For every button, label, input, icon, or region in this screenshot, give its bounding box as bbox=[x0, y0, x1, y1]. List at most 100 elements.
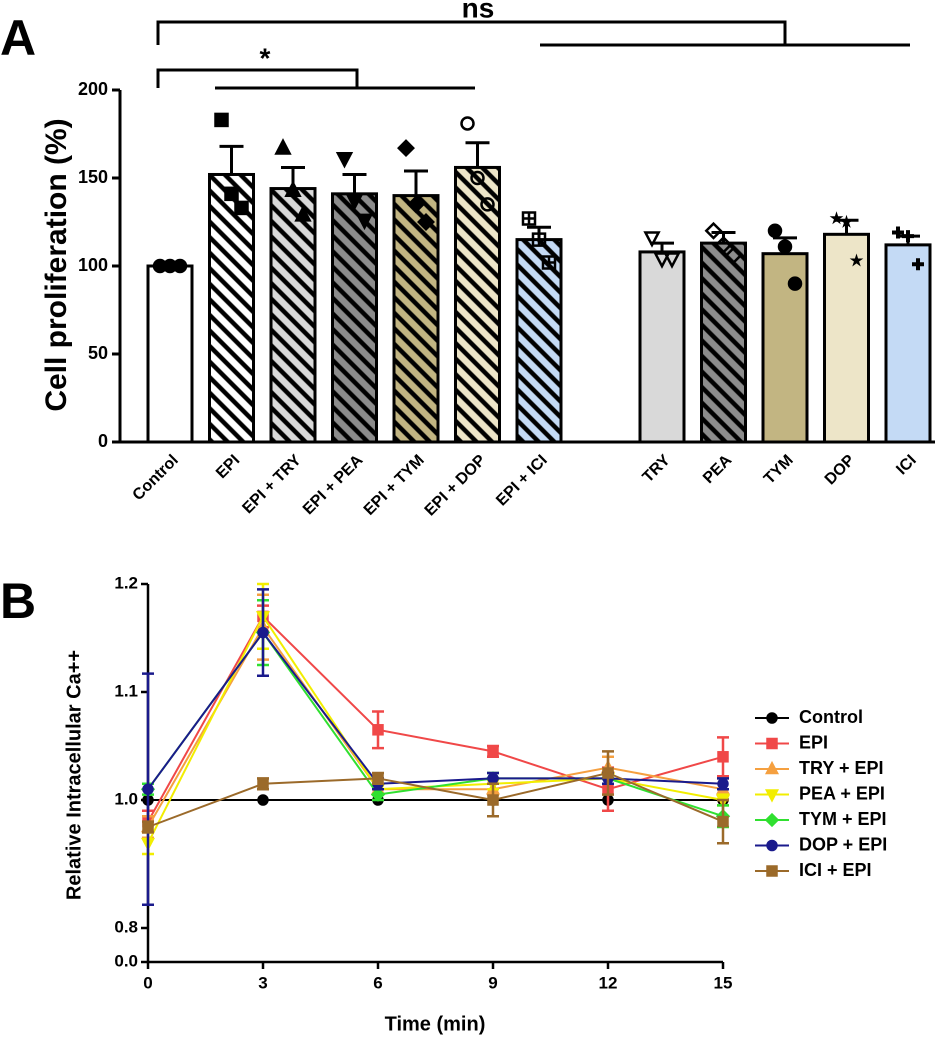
y-tick-label: 100 bbox=[78, 255, 108, 275]
y-tick-label: 150 bbox=[78, 167, 108, 187]
marker bbox=[777, 239, 793, 254]
series-line bbox=[147, 771, 724, 828]
bar bbox=[638, 250, 686, 444]
marker bbox=[487, 745, 499, 758]
marker bbox=[653, 252, 671, 269]
x-tick-label: PEA bbox=[700, 451, 736, 487]
legend-marker bbox=[764, 760, 780, 775]
y-tick-label: 0.0 bbox=[114, 951, 138, 970]
marker bbox=[407, 195, 425, 214]
x-tick-label: DOP bbox=[822, 452, 859, 489]
y-axis-label: Relative Intracellular Ca++ bbox=[63, 650, 85, 900]
legend-marker bbox=[766, 865, 778, 877]
series-line bbox=[147, 614, 724, 823]
y-tick-label: 1.0 bbox=[114, 789, 138, 808]
marker bbox=[717, 815, 729, 828]
marker bbox=[717, 778, 729, 790]
legend-marker bbox=[764, 812, 780, 828]
x-tick-label: TRY bbox=[640, 452, 674, 486]
y-tick-label: 200 bbox=[78, 79, 108, 99]
y-axis-label: Cell proliferation (%) bbox=[40, 118, 73, 411]
significance-brackets bbox=[156, 20, 910, 90]
marker bbox=[234, 200, 249, 216]
marker bbox=[521, 211, 537, 226]
marker bbox=[214, 112, 229, 128]
error-bar bbox=[465, 141, 490, 168]
marker bbox=[372, 724, 384, 736]
panel-label: B bbox=[0, 573, 36, 629]
marker bbox=[724, 246, 743, 265]
x-tick-label: Control bbox=[130, 452, 182, 504]
marker bbox=[470, 170, 485, 186]
series-line bbox=[147, 614, 724, 844]
marker bbox=[714, 235, 733, 254]
bar bbox=[392, 194, 440, 444]
legend-label: EPI bbox=[799, 732, 828, 752]
marker bbox=[370, 787, 386, 802]
error-bar bbox=[342, 172, 367, 194]
x-tick-label: TYM bbox=[761, 452, 797, 488]
bar bbox=[146, 264, 194, 444]
marker bbox=[142, 783, 154, 795]
legend-marker bbox=[766, 839, 778, 852]
marker bbox=[417, 213, 435, 231]
marker bbox=[372, 772, 384, 785]
x-tick-label: EPI bbox=[213, 452, 243, 482]
marker bbox=[345, 194, 364, 211]
x-tick-label: EPI + TYM bbox=[361, 452, 428, 519]
x-tick-label: ICI bbox=[893, 452, 919, 478]
marker bbox=[767, 223, 783, 239]
x-tick-label: 12 bbox=[599, 973, 618, 992]
x-tick-label: EPI + PEA bbox=[300, 451, 367, 518]
legend-label: ICI + EPI bbox=[799, 860, 872, 880]
bar bbox=[823, 232, 870, 444]
x-tick-label: 3 bbox=[258, 973, 267, 992]
x-tick-label: EPI + DOP bbox=[422, 452, 490, 520]
marker bbox=[663, 252, 681, 269]
y-tick-label: 50 bbox=[88, 343, 108, 363]
marker bbox=[487, 794, 499, 806]
x-axis-label: Time (min) bbox=[385, 1013, 486, 1035]
bar bbox=[515, 238, 563, 444]
annotation: ns bbox=[462, 0, 495, 23]
marker bbox=[480, 197, 495, 212]
error-bar bbox=[219, 144, 244, 175]
y-tick-label: 1.1 bbox=[114, 681, 138, 700]
marker bbox=[541, 255, 557, 270]
y-tick-label: 0 bbox=[98, 431, 108, 451]
bar bbox=[454, 165, 501, 444]
marker bbox=[257, 794, 269, 806]
marker bbox=[224, 186, 239, 202]
marker bbox=[602, 767, 614, 779]
annotation: * bbox=[260, 42, 271, 73]
x-tick-label: 0 bbox=[143, 973, 152, 992]
legend-marker bbox=[764, 789, 780, 803]
marker bbox=[257, 626, 269, 639]
marker bbox=[839, 214, 854, 228]
bar bbox=[700, 241, 747, 444]
marker bbox=[912, 258, 924, 271]
marker bbox=[257, 778, 269, 790]
marker bbox=[829, 211, 844, 225]
x-tick-label: 6 bbox=[373, 973, 382, 992]
x-tick-label: 9 bbox=[488, 973, 497, 992]
series-line bbox=[147, 625, 724, 828]
marker bbox=[704, 221, 723, 240]
marker bbox=[892, 226, 904, 239]
x-tick-label: EPI + TRY bbox=[239, 452, 305, 518]
marker bbox=[274, 138, 292, 155]
marker bbox=[284, 180, 302, 197]
bracket bbox=[156, 68, 359, 88]
marker bbox=[902, 230, 914, 243]
legend-label: TRY + EPI bbox=[799, 758, 884, 778]
panel-label: A bbox=[0, 10, 36, 66]
marker bbox=[717, 751, 729, 763]
legend-label: Control bbox=[799, 707, 863, 727]
y-tick-label: 1.2 bbox=[114, 573, 138, 592]
marker bbox=[487, 772, 499, 785]
legend-label: TYM + EPI bbox=[799, 809, 887, 829]
bar bbox=[884, 243, 932, 444]
error-bar bbox=[404, 169, 428, 196]
marker bbox=[294, 205, 312, 222]
bar bbox=[331, 192, 378, 444]
